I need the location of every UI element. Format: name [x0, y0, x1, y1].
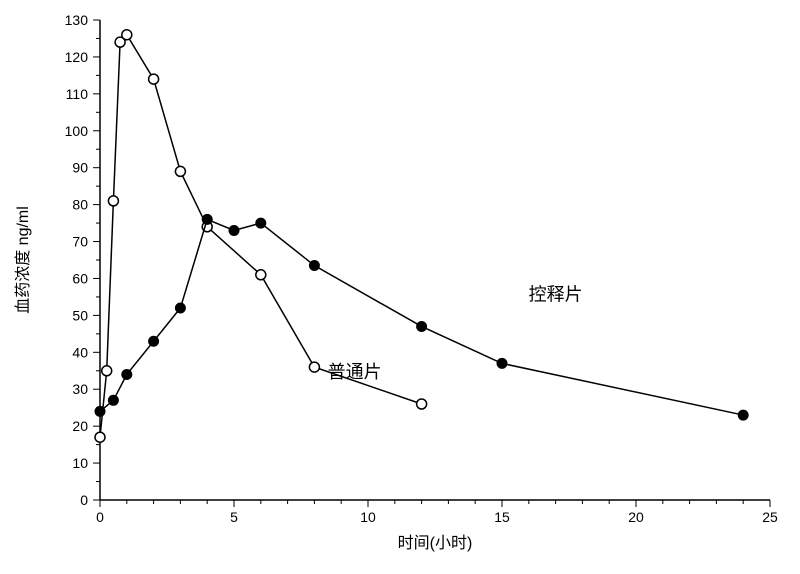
y-tick-label: 130 [65, 12, 89, 28]
marker-regular [175, 166, 185, 176]
chart-container: 0 5 10 15 20 25 0 10 20 30 40 50 60 70 80 90 100 110 120 13… [0, 0, 800, 574]
marker-controlled [149, 336, 159, 346]
marker-regular [122, 30, 132, 40]
marker-controlled [175, 303, 185, 313]
y-tick-label: 40 [72, 344, 88, 360]
x-tick-label: 15 [494, 509, 510, 525]
marker-controlled [417, 321, 427, 331]
y-tick-label: 60 [72, 270, 88, 286]
marker-controlled [738, 410, 748, 420]
marker-regular [256, 270, 266, 280]
y-tick-label: 120 [65, 49, 89, 65]
marker-controlled [256, 218, 266, 228]
marker-controlled [108, 395, 118, 405]
y-tick-label: 110 [66, 86, 89, 102]
x-axis-title: 时间(小时) [398, 534, 473, 552]
y-tick-label: 80 [72, 197, 88, 213]
marker-controlled [497, 358, 507, 368]
y-tick-label: 90 [72, 160, 88, 176]
y-axis-title: 血药浓度 ng/ml [14, 206, 32, 314]
y-tick-label: 20 [72, 418, 88, 434]
y-tick-label: 0 [80, 492, 88, 508]
y-tick-label: 50 [72, 307, 88, 323]
marker-regular [95, 432, 105, 442]
x-tick-label: 5 [230, 509, 238, 525]
x-tick-label: 10 [360, 509, 376, 525]
x-tick-label: 20 [628, 509, 644, 525]
x-tick-label: 0 [96, 509, 104, 525]
y-tick-label: 10 [72, 455, 88, 471]
marker-regular [102, 366, 112, 376]
line-chart: 0 5 10 15 20 25 0 10 20 30 40 50 60 70 80 90 100 110 120 13… [0, 0, 800, 574]
marker-controlled [95, 406, 105, 416]
marker-controlled [309, 261, 319, 271]
annotation-label: 普通片 [328, 362, 382, 382]
y-tick-label: 70 [72, 234, 88, 250]
marker-regular [108, 196, 118, 206]
marker-controlled [229, 225, 239, 235]
marker-controlled [122, 369, 132, 379]
y-tick-label: 30 [72, 381, 88, 397]
marker-regular [309, 362, 319, 372]
marker-controlled [202, 214, 212, 224]
marker-regular [149, 74, 159, 84]
series-line-controlled [100, 219, 743, 415]
x-tick-label: 25 [762, 509, 778, 525]
annotation-label: 控释片 [529, 285, 583, 305]
y-tick-label: 100 [65, 123, 89, 139]
marker-regular [417, 399, 427, 409]
